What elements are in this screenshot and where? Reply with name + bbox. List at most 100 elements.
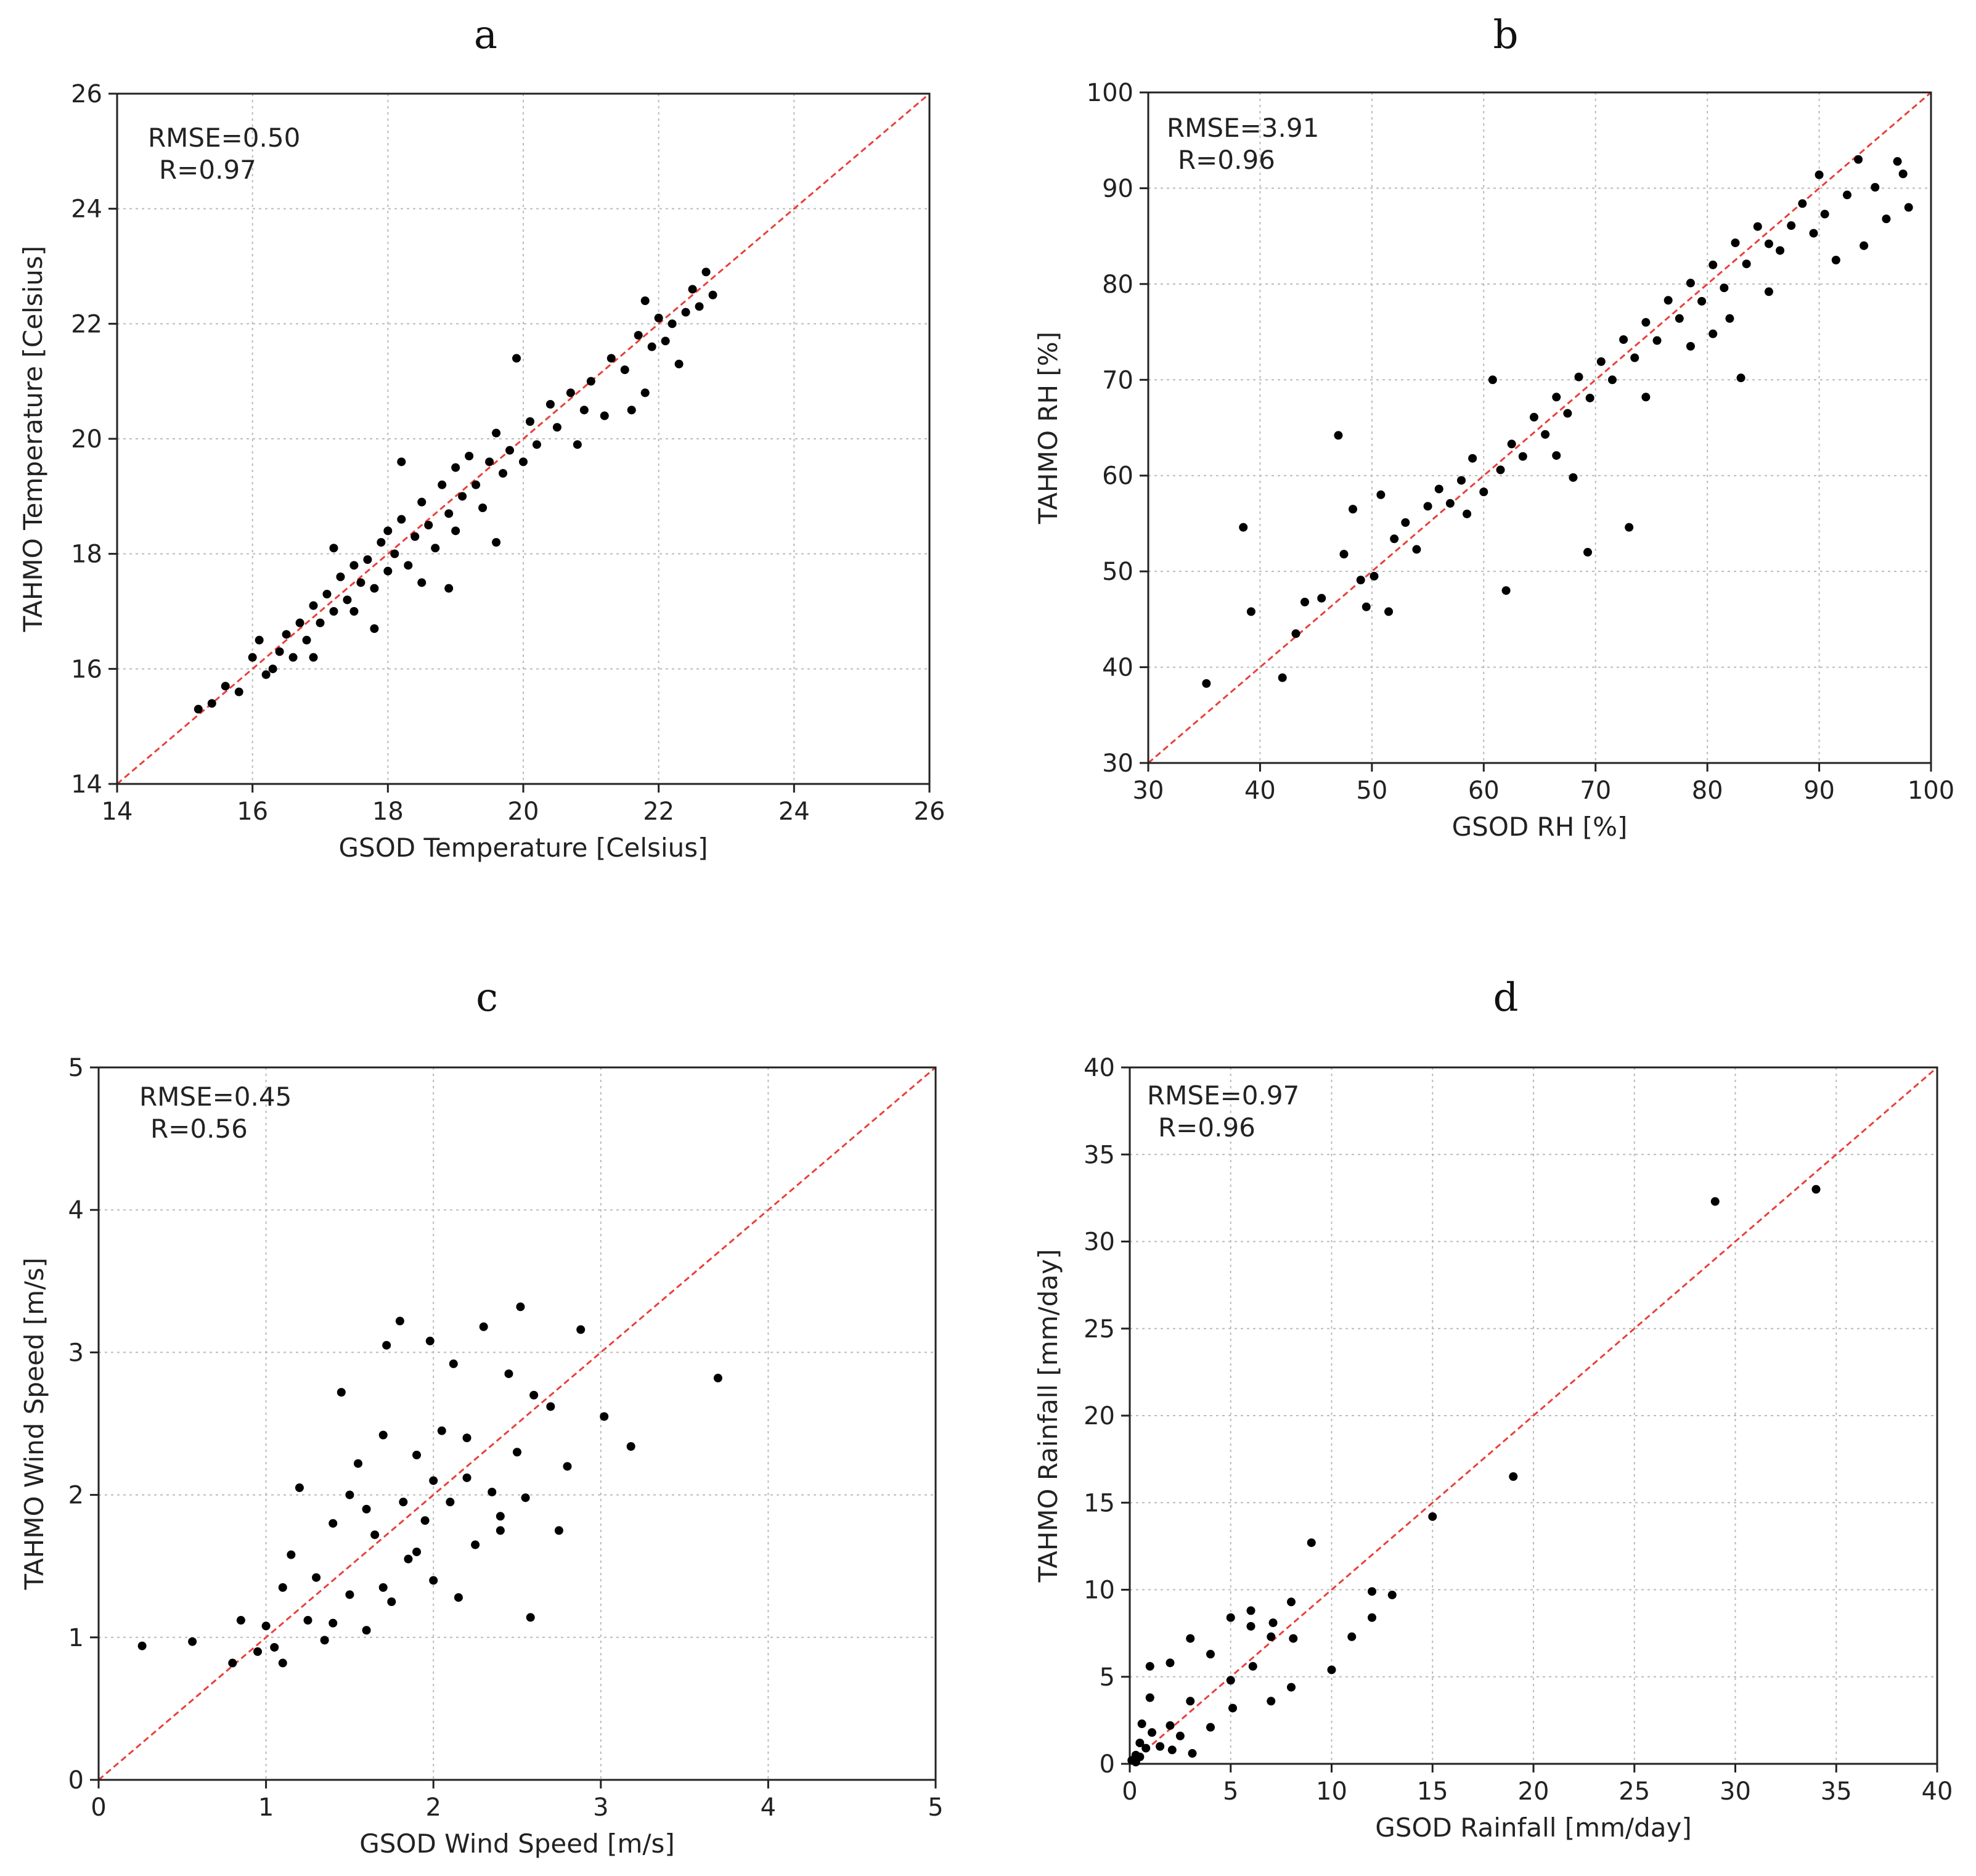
data-point [1798,199,1807,208]
data-point [437,1426,446,1435]
data-point [1327,1665,1336,1674]
data-point [295,1483,304,1493]
x-tick-label: 20 [1518,1777,1549,1806]
data-point [353,1459,362,1468]
data-point [343,595,352,605]
data-point [412,1450,422,1459]
data-point [370,584,379,593]
y-tick-label: 5 [1100,1663,1115,1692]
data-point [681,308,690,317]
panel-a-letter: a [473,12,498,58]
data-point [417,497,427,507]
data-point [194,704,203,714]
x-tick-label: 70 [1580,777,1611,805]
data-point [1753,222,1762,231]
data-point [322,590,332,598]
stat-rmse: RMSE=0.50 [148,123,300,153]
data-point [661,336,670,346]
identity-line [1129,1066,1938,1765]
data-point [1709,260,1718,269]
data-point [586,377,595,386]
data-point [573,440,582,449]
data-point [1202,679,1211,688]
data-point [1641,393,1651,402]
panel-c: c 0 1 2 3 4 5 0 1 2 3 4 5 GSOD Wind Speed [m/s] TAHMO… [0,938,988,1876]
x-tick-label: 2 [425,1793,441,1822]
data-point [546,1402,555,1411]
y-tick-label: 4 [68,1196,84,1225]
x-tick-label: 80 [1692,777,1723,805]
data-point [1898,169,1908,179]
data-point [674,359,684,369]
data-point [1541,430,1550,439]
data-point [688,285,697,294]
plot-frame [1147,91,1932,764]
data-point [451,463,460,472]
data-point [451,526,460,536]
data-point [356,578,365,587]
y-axis-label: TAHMO RH [%] [1033,332,1063,524]
data-point [513,1448,521,1457]
data-point [429,1576,438,1585]
data-point [236,1616,245,1625]
data-point [600,1412,609,1421]
x-tick-label: 5 [1223,1777,1238,1806]
data-point [1720,283,1729,293]
y-tick-label: 1 [68,1624,84,1652]
data-point [412,1548,422,1557]
data-point [1882,214,1891,224]
data-point [1135,1739,1145,1748]
x-tick-label: 5 [928,1793,943,1822]
y-tick-label: 35 [1084,1141,1115,1169]
data-point [1529,412,1538,422]
data-point [708,290,717,300]
data-point [329,1618,338,1628]
data-point [576,1325,586,1334]
y-tick-label: 15 [1084,1489,1115,1517]
data-point [462,1434,472,1443]
data-point [253,1647,263,1656]
x-tick-label: 22 [643,797,674,826]
data-point [261,670,271,679]
data-point [626,1442,635,1451]
data-point [1349,505,1358,514]
data-point [1376,490,1386,499]
data-point [268,664,277,674]
data-point [337,1388,346,1397]
x-tick-label: 3 [593,1793,608,1822]
data-point [1445,499,1455,508]
data-point [1347,1632,1357,1641]
data-point [1457,476,1466,485]
data-point [1583,548,1593,557]
stat-r: R=0.96 [1158,1112,1255,1143]
data-point [458,492,467,501]
data-point [1246,1606,1255,1615]
data-point [668,319,677,328]
data-point [454,1593,463,1602]
data-point [554,1526,563,1535]
data-point [640,388,650,398]
identity-line [1148,91,1932,764]
data-point [1607,375,1617,385]
data-point [526,1613,535,1622]
x-tick-label: 50 [1356,777,1387,805]
data-point [382,1340,391,1350]
data-point [695,302,704,311]
data-point [1811,1185,1821,1194]
data-point [525,417,534,426]
x-tick-label: 16 [237,797,268,826]
data-point [1248,1662,1257,1671]
data-point [1145,1662,1154,1671]
data-point [1630,353,1639,362]
data-point [566,388,575,398]
y-axis-label: TAHMO Temperature [Celsius] [18,246,48,632]
data-point [410,532,420,541]
x-tick-label: 15 [1417,1777,1448,1806]
data-point [1384,607,1394,616]
y-tick-label: 26 [71,80,102,108]
stat-r: R=0.56 [150,1114,248,1144]
data-point [363,555,372,564]
data-point [438,480,447,489]
data-point [288,653,298,662]
data-point [425,1336,435,1345]
